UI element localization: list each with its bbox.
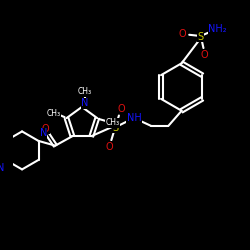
Text: O: O <box>106 142 113 152</box>
Text: O: O <box>179 29 186 39</box>
Text: CH₃: CH₃ <box>78 87 92 96</box>
Text: CH₃: CH₃ <box>46 109 60 118</box>
Text: N: N <box>0 162 4 172</box>
Text: N: N <box>40 128 47 138</box>
Text: S: S <box>112 123 118 133</box>
Text: O: O <box>200 50 208 60</box>
Text: CH₃: CH₃ <box>105 118 120 127</box>
Text: N: N <box>81 98 88 108</box>
Text: NH: NH <box>127 113 142 123</box>
Text: O: O <box>117 104 125 114</box>
Text: S: S <box>198 32 204 42</box>
Text: NH₂: NH₂ <box>208 24 227 34</box>
Text: O: O <box>42 124 50 134</box>
